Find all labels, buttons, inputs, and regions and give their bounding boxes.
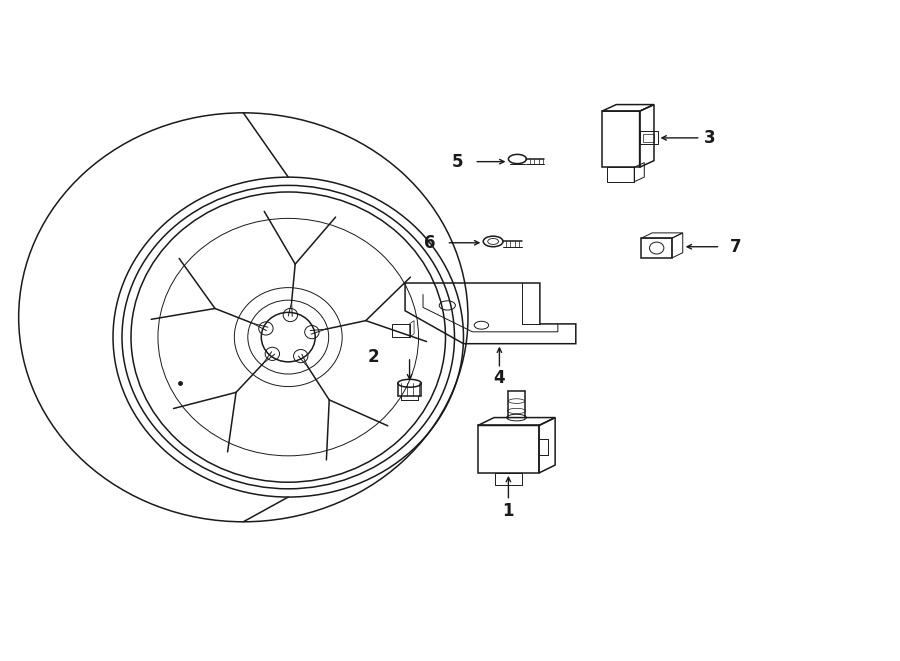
- Text: 1: 1: [503, 502, 514, 520]
- Text: 4: 4: [493, 369, 505, 387]
- Text: 3: 3: [704, 129, 716, 147]
- Text: 2: 2: [368, 348, 380, 366]
- Text: 5: 5: [452, 153, 464, 171]
- Text: 6: 6: [424, 234, 436, 252]
- Text: 7: 7: [730, 238, 741, 256]
